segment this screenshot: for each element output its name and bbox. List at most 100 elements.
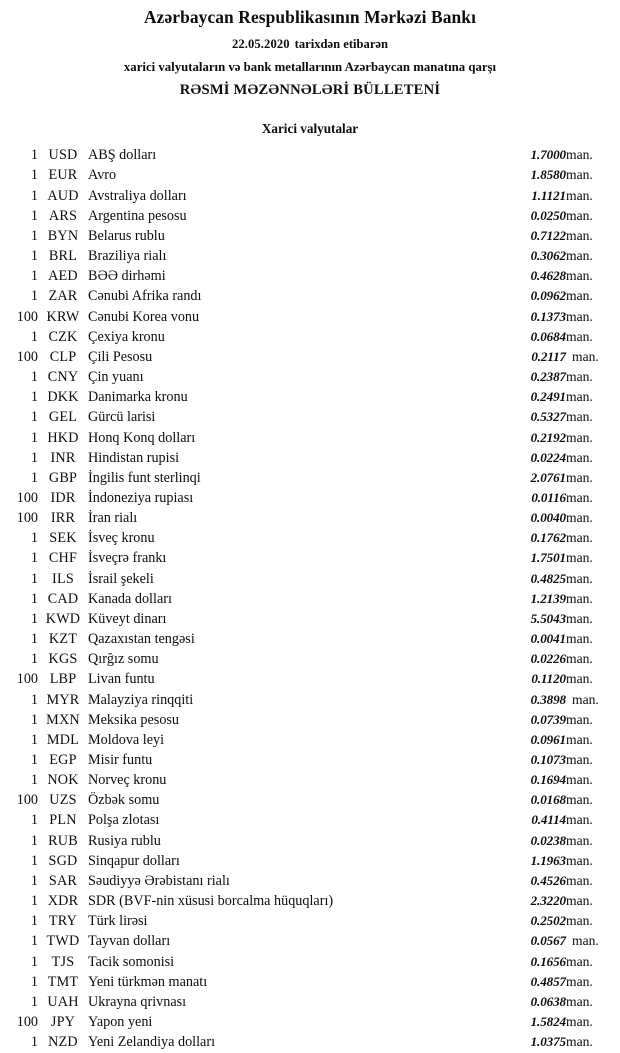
table-row: 1 TWD Tayvan dolları 0.0567 man. [0,931,620,951]
currency-code: ARS [48,207,78,224]
currency-amount: 1 [30,147,38,164]
table-row: 1 HKD Honq Konq dolları 0.2192 man. [0,428,620,448]
currency-rate: 0.3062 [530,248,567,264]
currency-rate: 2.0761 [530,469,567,485]
table-row: 1 RUB Rusiya rublu 0.0238 man. [0,831,620,851]
table-row: 1 BRL Braziliya rialı 0.3062 man. [0,246,620,266]
currency-unit: man. [566,1034,593,1050]
currency-code: CAD [47,590,79,607]
currency-rate: 1.7000 [530,147,567,163]
currency-name: Norveç kronu [88,772,167,789]
currency-unit: man. [566,993,593,1009]
currency-name: Hindistan rupisi [88,449,180,466]
currency-unit: man. [566,570,593,586]
currency-code: UAH [47,993,79,1010]
currency-name: Livan funtu [88,671,155,688]
currency-rate: 1.1121 [531,187,566,203]
currency-amount: 1 [30,812,38,829]
document-header: Azərbaycan Respublikasının Mərkəzi Bankı… [0,0,620,99]
table-row: 1 USD ABŞ dolları 1.7000 man. [0,145,620,165]
currency-code: ZAR [48,288,78,305]
table-row: 1 MDL Moldova leyi 0.0961 man. [0,730,620,750]
table-row: 1 GEL Gürcü larisi 0.5327 man. [0,407,620,427]
currency-amount: 1 [30,469,38,486]
currency-name: Avro [88,167,117,184]
effective-date-suffix: tarixdən etibarən [294,36,389,51]
currency-amount: 1 [30,631,38,648]
currency-amount: 100 [16,308,38,325]
table-row: 1 AUD Avstraliya dolları 1.1121 man. [0,186,620,206]
table-row: 1 CZK Çexiya kronu 0.0684 man. [0,327,620,347]
currency-name: Honq Konq dolları [88,429,196,446]
table-row: 1 ILS İsrail şekeli 0.4825 man. [0,569,620,589]
currency-code: KWD [45,610,81,627]
effective-date-line: 22.05.2020 tarixdən etibarən [0,28,620,52]
currency-unit: man. [566,631,593,647]
currency-unit: man. [566,328,593,344]
currency-code: CHF [48,550,78,567]
currency-rate: 1.8580 [530,167,567,183]
table-row: 1 PLN Polşa zlotası 0.4114 man. [0,810,620,830]
currency-unit: man. [566,590,593,606]
currency-name: Küveyt dinarı [88,610,167,627]
currency-amount: 1 [30,590,38,607]
currency-code: GBP [48,469,78,486]
bulletin-subject: xarici valyutaların və bank metallarının… [123,59,497,74]
currency-code: TJS [51,953,75,970]
currency-code: ILS [52,570,74,587]
currency-code: EGP [49,752,77,769]
table-row: 1 NOK Norveç kronu 0.1694 man. [0,770,620,790]
currency-code: MXN [46,711,80,728]
currency-unit: man. [566,147,593,163]
currency-rate: 1.5824 [530,1014,567,1030]
currency-unit: man. [566,973,593,989]
exchange-rate-table: 1 USD ABŞ dolları 1.7000 man. 1 EUR Avro 1.8580 m… [0,145,620,1052]
table-row: 1 KGS Qırğız somu 0.0226 man. [0,649,620,669]
currency-code: IRR [50,510,76,527]
currency-rate: 0.2502 [530,913,567,929]
currency-name: Ukrayna qrivnası [88,993,187,1010]
currency-rate: 0.0168 [530,792,567,808]
currency-rate: 0.0238 [530,832,567,848]
bank-title: Azərbaycan Respublikasının Mərkəzi Bankı [143,7,477,27]
currency-unit: man. [566,953,593,969]
currency-name: Qazaxıstan tengəsi [88,631,195,648]
table-row: 1 TJS Tacik somonisi 0.1656 man. [0,952,620,972]
table-row: 1 KWD Küveyt dinarı 5.5043 man. [0,609,620,629]
currency-unit: man. [566,248,593,264]
currency-code: BYN [47,227,79,244]
currency-code: EUR [48,167,78,184]
currency-amount: 1 [30,711,38,728]
currency-code: HKD [47,429,79,446]
currency-code: SGD [48,852,78,869]
currency-name: Çili Pesosu [88,348,153,365]
currency-code: BRL [48,248,78,265]
currency-code: CZK [48,328,78,345]
currency-rate: 0.1694 [530,772,567,788]
currency-amount: 1 [30,389,38,406]
table-row: 1 INR Hindistan rupisi 0.0224 man. [0,448,620,468]
currency-code: NZD [48,1034,78,1051]
currency-code: DKK [47,389,79,406]
table-row: 1 TMT Yeni türkmən manatı 0.4857 man. [0,972,620,992]
currency-amount: 1 [30,187,38,204]
currency-rate: 0.2117 [531,348,566,364]
currency-unit: man. [566,369,593,385]
currency-rate: 0.4114 [531,812,566,828]
currency-unit: man. [572,348,599,364]
effective-date: 22.05.2020 [231,36,290,51]
currency-unit: man. [566,872,593,888]
currency-rate: 0.0962 [530,288,567,304]
currency-amount: 1 [30,691,38,708]
currency-code: CLP [49,348,77,365]
currency-amount: 100 [16,792,38,809]
currency-rate: 0.0961 [530,731,567,747]
currency-code: MYR [46,691,80,708]
currency-unit: man. [566,832,593,848]
currency-rate: 0.1120 [531,671,566,687]
currency-unit: man. [566,510,593,526]
currency-amount: 1 [30,248,38,265]
currency-code: TRY [48,913,78,930]
currency-amount: 1 [30,530,38,547]
currency-unit: man. [566,288,593,304]
